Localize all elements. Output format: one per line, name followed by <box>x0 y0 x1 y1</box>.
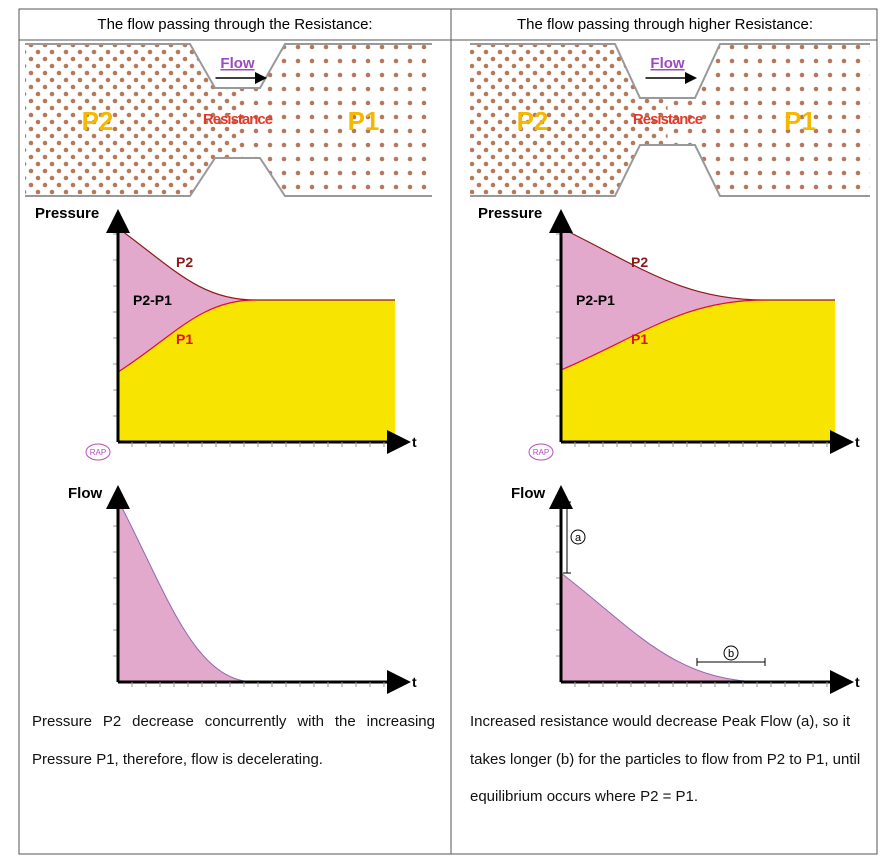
p1-label: P1 <box>631 331 648 347</box>
resistance-label: Resistance <box>633 111 703 128</box>
origin-label: RAP <box>90 448 106 457</box>
x-axis-label: t <box>855 434 860 450</box>
right-pressure-label: P1 <box>348 106 380 136</box>
x-axis-label: t <box>855 674 860 690</box>
left-pressure-label: P2 <box>82 106 114 136</box>
y-axis-label: Pressure <box>478 205 542 222</box>
caption: Increased resistance would decrease Peak… <box>470 703 872 816</box>
x-axis-label: t <box>412 434 417 450</box>
y-axis-label: Pressure <box>35 205 99 222</box>
x-axis-label: t <box>412 674 417 690</box>
caption: Pressure P2 decrease concurrently with t… <box>32 703 435 778</box>
resistance-label: Resistance <box>203 111 273 128</box>
flow-area <box>118 500 255 682</box>
y-axis-label: Flow <box>68 485 102 502</box>
column-heading: The flow passing through the Resistance: <box>97 16 372 33</box>
flow-label: Flow <box>220 55 254 72</box>
p1-label: P1 <box>176 331 193 347</box>
right-pressure-label: P1 <box>784 106 816 136</box>
p2-label: P2 <box>176 254 193 270</box>
y-axis-label: Flow <box>511 485 545 502</box>
gap-label: P2-P1 <box>133 292 172 308</box>
p2-label: P2 <box>631 254 648 270</box>
flow-area <box>561 573 765 682</box>
peak-marker: a <box>575 532 582 544</box>
figure-table: The flow passing through the Resistance:… <box>0 0 883 863</box>
left-pressure-label: P2 <box>517 106 549 136</box>
flow-label: Flow <box>650 55 684 72</box>
column-heading: The flow passing through higher Resistan… <box>517 16 813 33</box>
origin-label: RAP <box>533 448 549 457</box>
time-marker: b <box>728 648 734 660</box>
gap-label: P2-P1 <box>576 292 615 308</box>
